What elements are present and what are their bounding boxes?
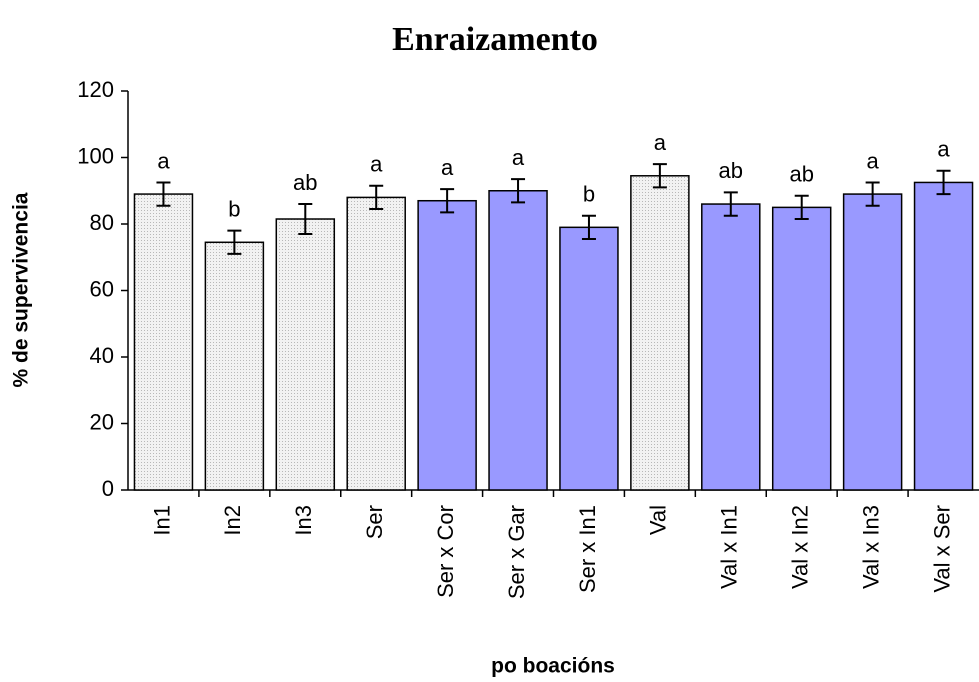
error-bar [936, 169, 951, 196]
significance-letter: a [654, 130, 667, 155]
significance-letter: a [157, 148, 170, 173]
significance-letter: a [867, 148, 880, 173]
x-tick-label: In3 [291, 505, 316, 536]
bar [842, 193, 903, 491]
significance-letter: ab [719, 158, 743, 183]
significance-letter: ab [293, 170, 317, 195]
y-tick-label: 80 [90, 210, 114, 235]
bar [559, 226, 619, 491]
x-tick-label: Val x In1 [717, 505, 742, 589]
significance-letter: a [370, 152, 383, 177]
chart-title: Enraizamento [392, 21, 598, 58]
bar [913, 181, 974, 491]
x-tick-label: Ser [362, 505, 387, 539]
x-tick-label: Val x Ser [929, 505, 954, 593]
y-tick-label: 0 [102, 476, 114, 501]
bar [275, 218, 336, 491]
error-bar [298, 203, 313, 235]
error-bar [227, 229, 242, 255]
error-bar [723, 191, 738, 217]
x-tick-label: Ser x Cor [433, 505, 458, 598]
bar [346, 196, 406, 491]
significance-letter: a [937, 137, 950, 162]
bar [630, 175, 690, 491]
error-bar [440, 188, 455, 214]
error-bar [581, 214, 596, 240]
significance-letter: ab [789, 162, 813, 187]
x-tick-label: Ser x Gar [504, 505, 529, 599]
error-bar [652, 163, 667, 189]
significance-letter: b [583, 182, 595, 207]
bar [133, 193, 194, 491]
x-tick-label: Val x In3 [858, 505, 883, 589]
significance-letter: a [512, 145, 525, 170]
y-tick-label: 20 [90, 409, 114, 434]
error-bar [156, 181, 171, 207]
x-tick-label: Val x In2 [788, 505, 813, 589]
y-tick-label: 100 [77, 143, 114, 168]
error-bar [511, 178, 526, 204]
error-bar [369, 184, 384, 211]
bar [771, 206, 832, 491]
y-tick-label: 120 [77, 77, 114, 102]
y-tick-label: 60 [90, 276, 114, 301]
error-bar [865, 181, 880, 207]
bar [701, 203, 761, 491]
bar [204, 241, 265, 491]
x-tick-label: In2 [220, 505, 245, 536]
y-tick-label: 40 [90, 343, 114, 368]
bar [417, 199, 477, 491]
x-axis-label: po boacións [491, 655, 615, 678]
x-tick-label: Val [646, 505, 671, 535]
significance-letter: a [441, 155, 454, 180]
x-tick-label: In1 [149, 505, 174, 536]
error-bar [794, 194, 809, 221]
significance-letter: b [228, 196, 240, 221]
x-tick-label: Ser x In1 [575, 505, 600, 593]
y-axis-label: % de supervivencia [10, 192, 33, 387]
bar [488, 190, 548, 491]
